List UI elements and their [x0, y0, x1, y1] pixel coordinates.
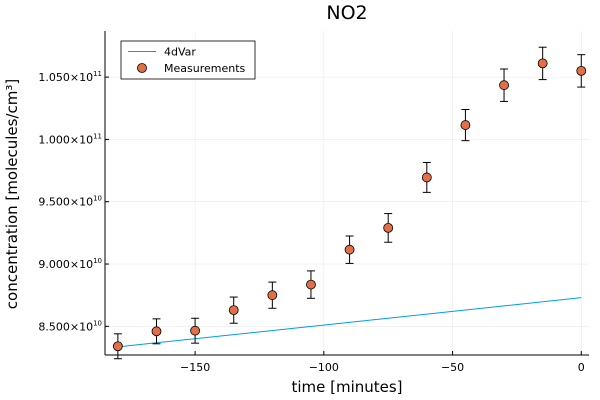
measurement-point	[112, 341, 123, 352]
chart-title: NO2	[326, 2, 367, 24]
measurement-point	[190, 325, 201, 336]
y-tick-label: 9.500×1010	[38, 195, 102, 209]
x-tick-label: −150	[180, 361, 210, 374]
measurement-point	[499, 80, 509, 91]
y-axis-ticks: 8.500×1010 9.000×1010 9.500×1010 1.000×1011…	[38, 70, 109, 333]
x-axis-title: time [minutes]	[291, 378, 402, 396]
legend-label-measurements: Measurements	[164, 62, 246, 75]
y-tick-label: 1.000×1011	[38, 132, 102, 146]
y-tick-label: 1.050×1011	[38, 70, 102, 84]
measurement-point	[151, 326, 162, 337]
x-tick-label: 0	[578, 361, 585, 374]
axes	[104, 31, 589, 356]
measurement-point	[344, 244, 355, 255]
measurement-point	[421, 172, 432, 183]
legend-marker-measurements	[137, 63, 147, 73]
series-layer	[112, 46, 587, 360]
measurement-point	[460, 120, 471, 130]
legend: 4dVar Measurements	[120, 40, 256, 80]
y-axis-title: concentration [molecules/cm³]	[3, 79, 21, 309]
measurement-point	[228, 305, 239, 316]
y-tick-label: 9.000×1010	[38, 257, 102, 271]
measurement-point	[576, 65, 587, 76]
measurement-point	[267, 290, 278, 301]
y-tick-label: 8.500×1010	[38, 319, 102, 333]
x-axis-ticks: −150 −100 −50 0	[180, 351, 585, 374]
measurement-point	[306, 279, 316, 290]
measurement-point	[383, 222, 394, 233]
x-tick-label: −50	[441, 361, 464, 374]
legend-label-4dvar: 4dVar	[164, 46, 196, 59]
x-tick-label: −100	[309, 361, 339, 374]
measurement-point	[537, 58, 548, 69]
